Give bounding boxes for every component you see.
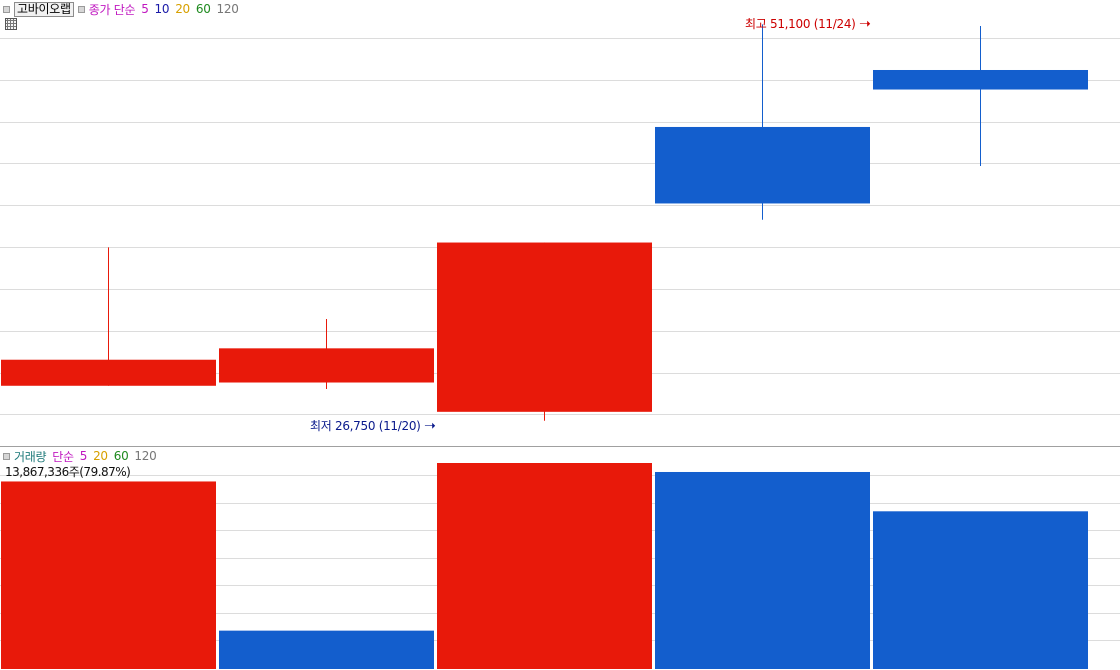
grid-settings-icon[interactable]	[5, 18, 17, 30]
arrow-right-icon: ➝	[424, 418, 436, 434]
panel-square-icon	[3, 5, 10, 13]
panel-square-icon	[77, 5, 85, 13]
volume-bar[interactable]	[1, 481, 216, 669]
candle-body[interactable]	[873, 69, 1088, 90]
volume-ma-60[interactable]: 60	[113, 449, 129, 463]
volume-ma-label[interactable]: 단순	[52, 449, 74, 464]
candle-body[interactable]	[1, 359, 216, 386]
price-ma-20[interactable]: 20	[175, 2, 190, 16]
low-annotation-text: 최저 26,750 (11/20)	[310, 419, 421, 433]
price-ma-60[interactable]: 60	[195, 2, 211, 16]
volume-info: 13,867,336주(79.87%)	[5, 465, 131, 479]
high-annotation-text: 최고 51,100 (11/24)	[745, 17, 856, 31]
price-ma-label[interactable]: 종가 단순	[88, 2, 136, 17]
candle-body[interactable]	[655, 126, 870, 204]
volume-ma-120[interactable]: 120	[134, 449, 157, 463]
stock-title[interactable]: 고바이오랩	[14, 1, 74, 17]
candle-body[interactable]	[437, 242, 652, 412]
price-ma-5[interactable]: 5	[141, 2, 149, 16]
volume-bar[interactable]	[219, 630, 434, 669]
panel-square-icon	[3, 452, 10, 460]
volume-series	[1, 463, 1088, 669]
volume-ma-20[interactable]: 20	[93, 449, 108, 463]
candlestick-series	[1, 24, 1088, 421]
volume-bar[interactable]	[437, 463, 652, 669]
price-ma-120[interactable]: 120	[216, 2, 239, 16]
low-annotation: 최저 26,750 (11/20) ➝	[310, 417, 436, 434]
volume-bar[interactable]	[655, 471, 870, 669]
high-annotation: 최고 51,100 (11/24) ➝	[745, 15, 871, 32]
price-panel-header: 고바이오랩 종가 단순 5 10 20 60 120	[3, 1, 245, 17]
volume-title[interactable]: 거래량	[14, 449, 47, 464]
volume-ma-5[interactable]: 5	[79, 449, 88, 463]
arrow-right-icon: ➝	[859, 16, 871, 32]
volume-panel-header: 거래량 단순 5 20 60 120	[3, 449, 162, 464]
volume-bar[interactable]	[873, 511, 1088, 669]
candle-body[interactable]	[219, 348, 434, 383]
price-ma-10[interactable]: 10	[154, 2, 170, 16]
